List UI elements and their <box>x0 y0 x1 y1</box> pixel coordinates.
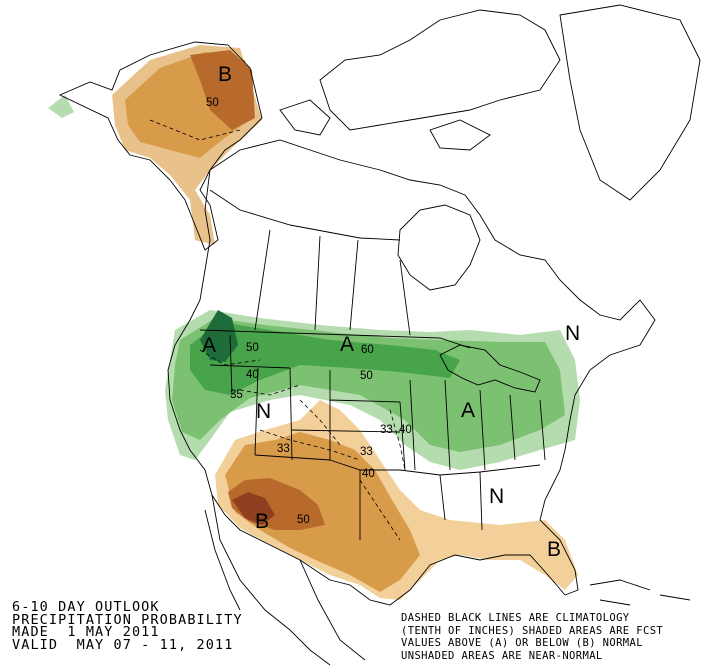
contour-east-40: 40 <box>399 424 412 436</box>
letter-b-florida: B <box>547 538 561 561</box>
contour-pnw-50: 50 <box>246 342 259 354</box>
note-line-2: (TENTH OF INCHES) SHADED AREAS ARE FCST <box>401 624 664 637</box>
us-canada-border <box>199 329 471 349</box>
note-line-4: UNSHADED AREAS ARE NEAR-NORMAL <box>401 649 603 662</box>
letter-b-southwest: B <box>255 510 269 533</box>
letter-a-pacific-nw: A <box>202 334 216 357</box>
clim-line-6 <box>239 384 301 396</box>
mainland-outline <box>167 139 656 606</box>
alaska-outline <box>58 41 263 251</box>
baja <box>204 509 241 611</box>
contour-labels: 50 50 40 35 60 50 33 33 40 50 33 40 <box>206 97 412 526</box>
outlook-title-block: 6-10 DAY OUTLOOK PRECIPITATION PROBABILI… <box>12 601 243 651</box>
clim-line-3 <box>299 399 341 446</box>
contour-sw-40: 40 <box>362 468 375 480</box>
us-state-lines <box>209 334 546 540</box>
clim-line-4 <box>359 479 401 541</box>
alaska-below-50 <box>190 50 255 130</box>
title-line-2: PRECIPITATION PROBABILITY <box>12 611 243 628</box>
clim-line-1 <box>149 119 241 141</box>
contour-pnw-40: 40 <box>246 369 259 381</box>
mexico-outline <box>211 494 366 666</box>
category-letters: B A A A N N N B B <box>202 63 580 561</box>
clim-line-7 <box>199 349 261 366</box>
note-line-3: VALUES ABOVE (A) OR BELOW (B) NORMAL <box>401 637 643 649</box>
below-40 <box>225 432 420 592</box>
alaska-below-area <box>48 45 262 245</box>
below-60 <box>232 492 275 525</box>
alaska-above-edge <box>48 95 74 118</box>
caribbean <box>589 579 691 606</box>
title-line-4: VALID MAY 07 - 11, 2011 <box>12 636 234 653</box>
contour-sw-33a: 33 <box>277 443 290 455</box>
contour-plains-60: 60 <box>361 344 374 356</box>
boundaries <box>58 4 701 666</box>
contour-alaska-50: 50 <box>206 97 219 109</box>
greenland-edge <box>559 4 701 201</box>
letter-b-alaska: B <box>218 63 232 86</box>
legend-note-block: DASHED BLACK LINES ARE CLIMATOLOGY (TENT… <box>401 612 663 662</box>
title-line-1: 6-10 DAY OUTLOOK <box>12 599 160 615</box>
note-line-1: DASHED BLACK LINES ARE CLIMATOLOGY <box>401 612 630 624</box>
climatology-lines <box>149 119 406 541</box>
arctic-island-3 <box>429 119 491 151</box>
hudson-bay <box>397 204 481 291</box>
great-lakes <box>439 344 541 393</box>
canada-lines <box>209 189 411 336</box>
contour-pnw-35: 35 <box>230 389 243 401</box>
letter-n-northeast: N <box>565 322 580 345</box>
title-line-3: MADE 1 MAY 2011 <box>12 624 160 640</box>
contour-east-33: 33 <box>380 424 393 436</box>
letter-n-southeast: N <box>489 485 504 508</box>
south-below-area <box>215 400 578 600</box>
clim-line-5 <box>389 409 406 471</box>
letter-n-rockies: N <box>256 400 271 423</box>
arctic-island-2 <box>279 99 331 136</box>
letter-a-northern-plains: A <box>340 333 354 356</box>
contour-plains-50: 50 <box>360 370 373 382</box>
contour-sw-50: 50 <box>297 514 310 526</box>
arctic-islands <box>319 9 561 131</box>
clim-line-2 <box>259 429 361 461</box>
letter-a-great-lakes: A <box>461 399 475 422</box>
contour-sw-33b: 33 <box>360 446 373 458</box>
above-60 <box>200 310 238 362</box>
